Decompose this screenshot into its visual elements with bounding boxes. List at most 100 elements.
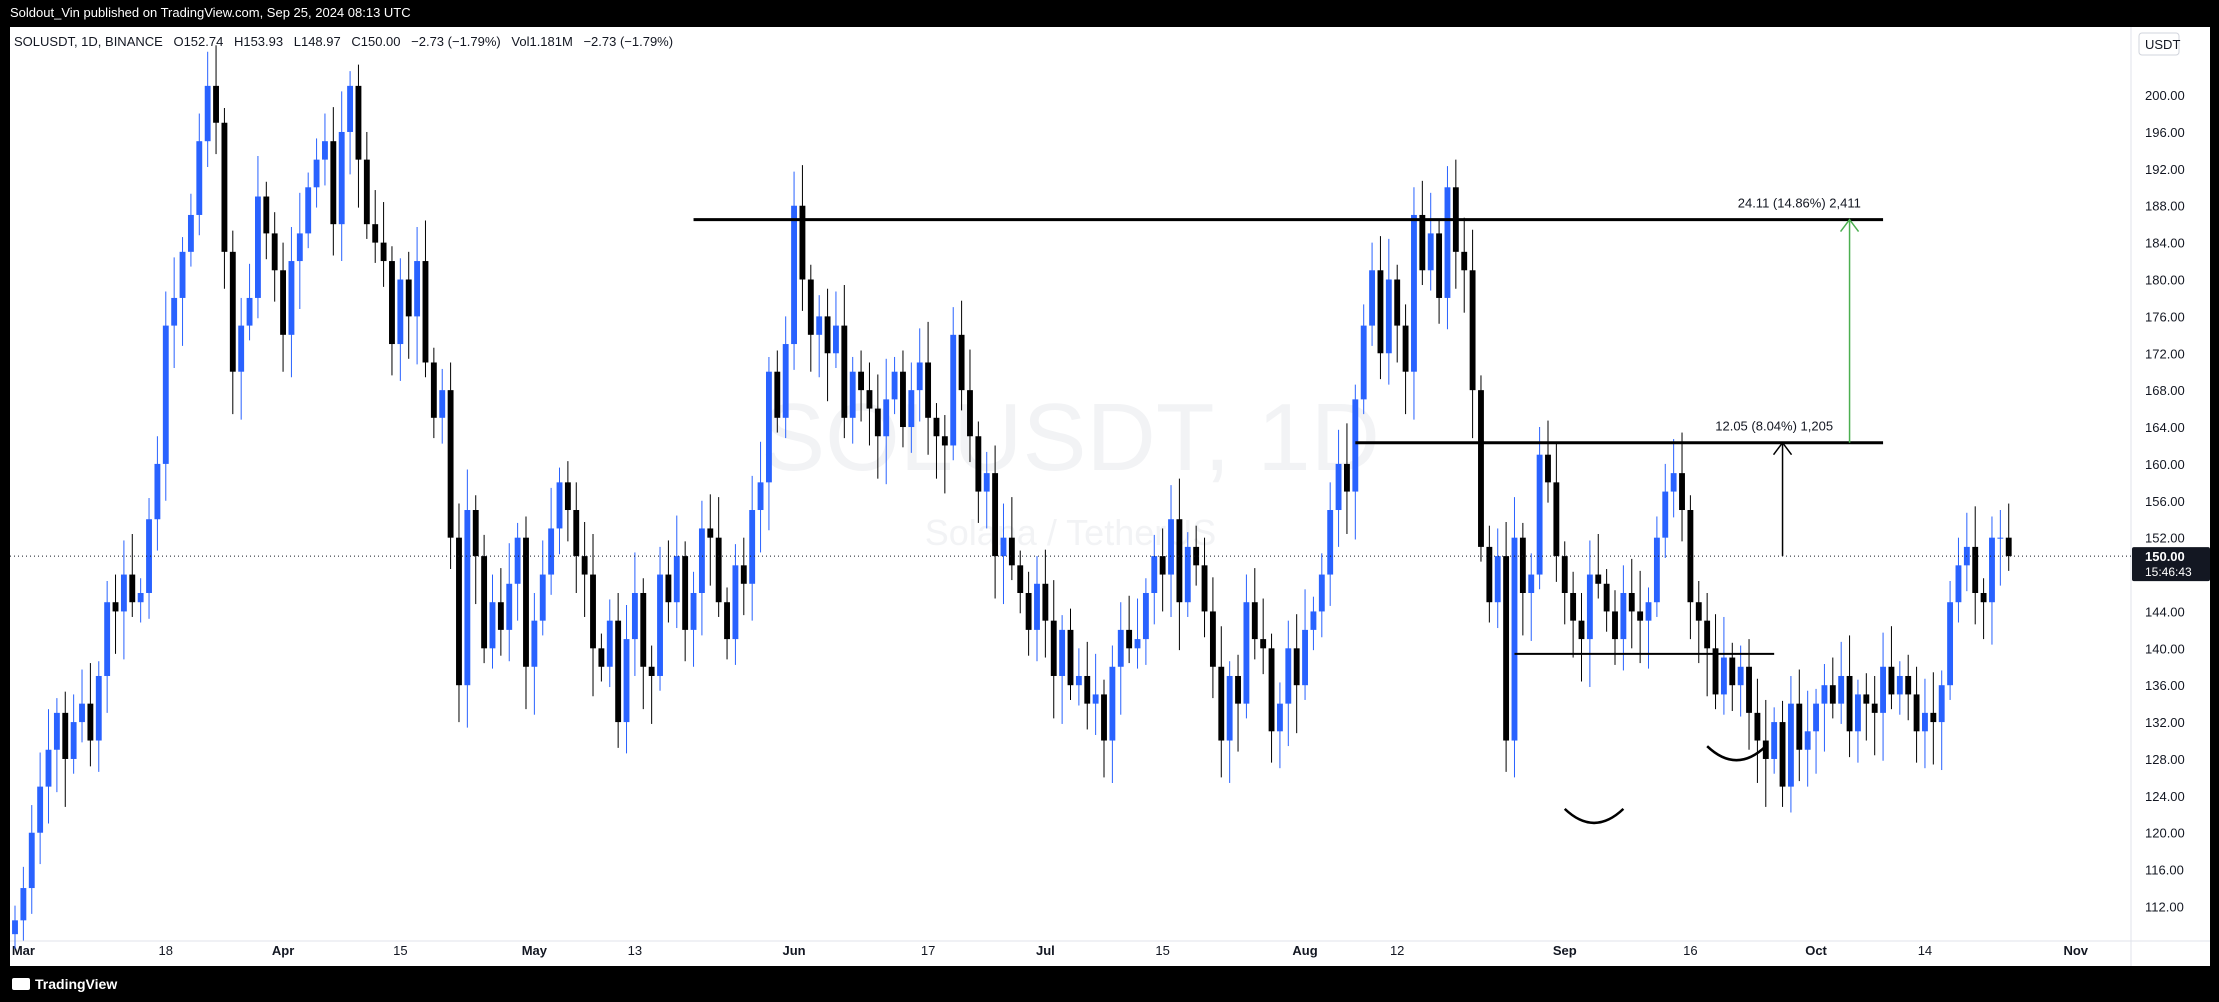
candle-up [20,888,27,921]
y-tick-label: 160.00 [2145,457,2185,472]
candle-up [1444,187,1451,298]
candle-down [967,390,973,437]
candle-down [1746,666,1752,713]
candle-up [238,325,245,372]
candle-down [372,224,379,243]
candle-down [229,251,236,372]
candle-up [1285,648,1292,704]
candle-up [1318,574,1325,612]
legend-symbol[interactable]: SOLUSDT, 1D, BINANCE [14,34,163,49]
candle-down [1578,620,1585,640]
candle-up [120,574,127,612]
candle-up [1586,574,1593,640]
candle-down [1017,565,1024,593]
candle-down [430,362,437,418]
candle-down [1972,546,1979,593]
candle-down [1796,703,1803,750]
candle-down [1050,620,1057,676]
candle-down [472,510,479,557]
candle-down [1235,675,1241,704]
measure-arrow-head [1839,218,1860,233]
candle-up [53,712,60,750]
candle-up [1620,592,1627,640]
candle-up [506,583,513,630]
candle-up [137,592,144,603]
candle-up [782,344,789,418]
y-tick-label: 176.00 [2145,309,2185,324]
candle-down [1612,611,1618,640]
candle-up [1075,675,1082,686]
tradingview-logo[interactable]: TradingView [12,976,117,992]
candle-down [874,408,881,437]
candle-down [1628,592,1635,612]
x-tick-label: Apr [272,943,294,958]
candle-up [288,261,295,335]
candle-up [313,159,320,188]
candle-down [1344,463,1350,492]
candle-up [104,602,111,676]
candle-down [1545,454,1551,483]
candle-down [129,574,136,603]
candle-down [900,371,906,428]
candle-up [1352,399,1359,492]
candle-up [1494,556,1501,603]
y-tick-label: 188.00 [2145,199,2185,214]
candle-down [975,436,982,492]
x-tick-label: Jul [1036,943,1055,958]
y-tick-label: 136.00 [2145,678,2185,693]
candle-up [1821,685,1828,704]
candle-up [983,473,990,492]
legend-open: O152.74 [173,34,224,49]
candle-up [1855,694,1861,732]
candle-down [422,261,429,363]
candle-down [1436,233,1443,298]
candle-up [397,279,404,345]
candle-down [1193,546,1200,566]
candle-up [623,639,630,723]
currency-label: USDT [2145,37,2180,52]
candle-down [1930,712,1937,723]
candle-down [1293,648,1300,686]
candle-down [1603,583,1610,612]
candle-up [791,205,797,345]
candle-up [1411,214,1417,372]
candle-up [891,371,898,400]
candle-down [1260,639,1267,649]
candle-up [1243,602,1250,704]
x-tick-label: 16 [1683,943,1697,958]
candle-down [363,159,370,225]
candle-down [799,205,806,280]
candle-up [690,592,697,630]
candle-down [112,602,119,612]
y-tick-label: 112.00 [2145,899,2184,914]
candle-up [1947,602,1954,686]
candle-down [573,510,580,557]
candle-up [556,482,563,529]
candle-up [950,334,957,446]
candle-up [414,261,421,317]
candle-down [263,196,270,234]
candle-up [1511,537,1518,741]
x-tick-label: Mar [12,943,35,958]
candle-down [87,703,94,741]
candle-down [665,574,672,603]
candle-down [1561,556,1568,593]
candle-up [1109,666,1116,741]
candle-up [1922,712,1928,732]
x-tick-label: 14 [1918,943,1932,958]
candle-up [1302,629,1308,686]
candle-down [1159,556,1166,575]
candle-up [1184,546,1191,603]
candle-up [1528,574,1535,593]
candle-down [564,482,571,511]
candle-up [1360,325,1367,400]
candle-down [2005,537,2012,557]
candle-up [1034,583,1040,630]
candle-up [1804,731,1811,750]
candle-up [255,196,261,298]
y-tick-label: 164.00 [2145,420,2185,435]
candle-down [1084,675,1091,704]
candle-up [1737,666,1744,686]
candle-down [1503,556,1510,741]
